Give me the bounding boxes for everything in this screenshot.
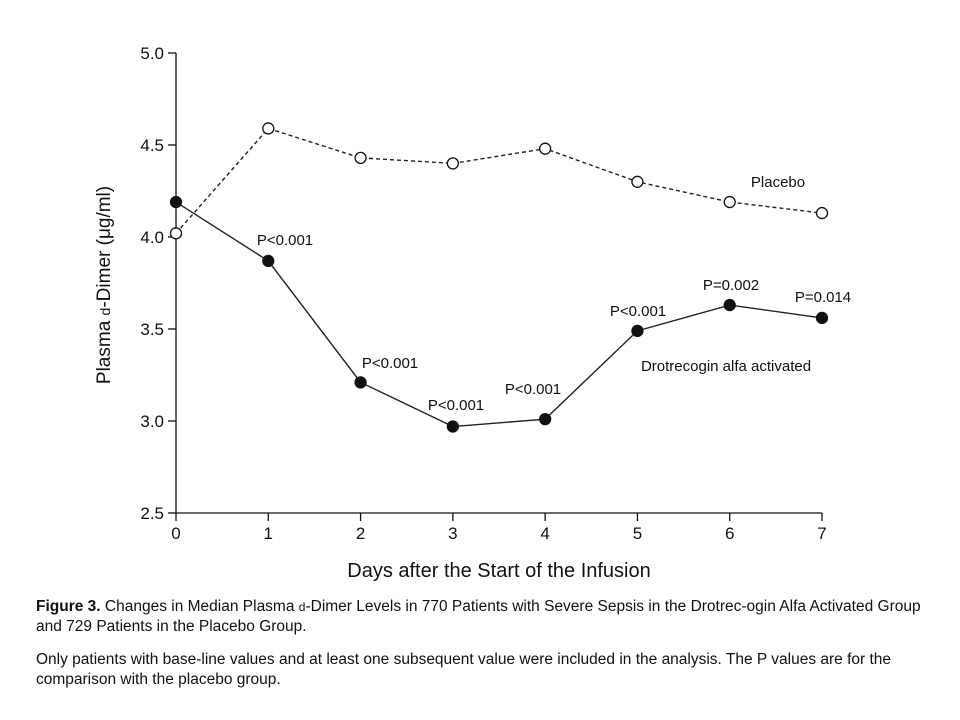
placebo-series-label: Placebo — [751, 174, 805, 191]
placebo-point — [354, 151, 367, 165]
y-tick-label: 3.5 — [140, 320, 164, 339]
caption-title-part2: -Dimer Levels in 770 Patients with Sever… — [36, 598, 921, 635]
p-value-label: P<0.001 — [257, 232, 313, 249]
x-tick-label: 1 — [264, 524, 273, 543]
placebo-point — [446, 157, 460, 170]
p-value-label: P=0.014 — [795, 289, 851, 306]
figure-caption: Figure 3. Changes in Median Plasma d-Dim… — [36, 597, 926, 637]
p-value-label: P<0.001 — [610, 303, 666, 320]
drotrecogin-series-label: Drotrecogin alfa activated — [641, 358, 811, 375]
x-tick-label: 6 — [725, 524, 734, 543]
x-tick-label: 5 — [633, 524, 642, 543]
drotrecogin-point — [815, 311, 829, 325]
caption-title-part1: Changes in Median Plasma — [100, 598, 299, 615]
drotrecogin-point — [631, 324, 644, 337]
p-value-label: P<0.001 — [505, 381, 561, 398]
y-tick-label: 4.5 — [140, 136, 164, 155]
p-value-label: P<0.001 — [362, 355, 418, 372]
drotrecogin-point — [446, 420, 460, 433]
drotrecogin-point — [262, 254, 275, 268]
drotrecogin-point — [354, 376, 367, 389]
y-tick-label: 4.0 — [140, 228, 164, 247]
figure-number: Figure 3. — [36, 598, 101, 615]
placebo-point — [262, 122, 275, 135]
drotrecogin-series-line — [175, 201, 823, 428]
y-tick-label: 2.5 — [140, 504, 164, 523]
line-chart: 2.5 3.0 3.5 4.0 4.5 5.0 0 1 2 3 4 5 6 7 Placebo Drotre… — [94, 44, 851, 582]
chart-marks: Placebo Drotrecogin alfa activated P<0.001… — [169, 122, 851, 433]
placebo-point — [815, 206, 829, 220]
drotrecogin-point — [538, 413, 552, 426]
drotrecogin-point — [723, 298, 736, 312]
y-tick-label: 3.0 — [140, 412, 164, 431]
caption-title-smallcap: d — [298, 600, 306, 614]
p-value-label: P<0.001 — [428, 397, 484, 414]
x-axis-label: Days after the Start of the Infusion — [347, 560, 651, 582]
p-value-label: P=0.002 — [703, 277, 759, 294]
placebo-series-line — [175, 127, 823, 234]
x-tick-label: 4 — [540, 524, 549, 543]
placebo-point — [538, 142, 552, 155]
figure-note: Only patients with base-line values and … — [36, 651, 892, 688]
x-tick-label: 3 — [448, 524, 457, 543]
y-tick-label: 5.0 — [140, 44, 164, 63]
axes: 2.5 3.0 3.5 4.0 4.5 5.0 0 1 2 3 4 5 6 7 — [140, 44, 826, 543]
drotrecogin-point — [169, 195, 183, 209]
placebo-point — [723, 195, 736, 209]
x-tick-label: 2 — [356, 524, 365, 543]
placebo-point — [631, 175, 644, 188]
x-tick-label: 7 — [817, 524, 826, 543]
placebo-point — [169, 227, 183, 240]
y-axis-label: Plasma d-Dimer (μg/ml) — [94, 186, 115, 384]
x-tick-label: 0 — [171, 524, 180, 543]
